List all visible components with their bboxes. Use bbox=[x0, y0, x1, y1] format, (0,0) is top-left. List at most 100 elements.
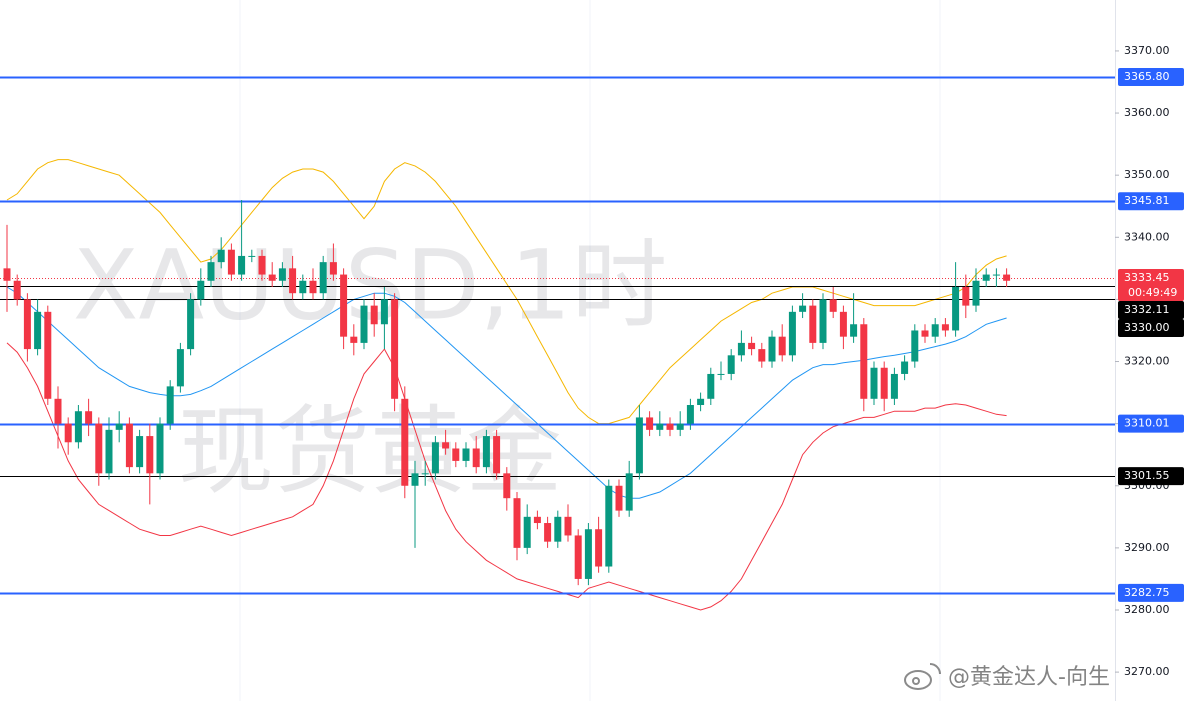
candle-body bbox=[85, 411, 93, 424]
candle-body bbox=[136, 436, 144, 468]
y-tick-label: 3280.00 bbox=[1124, 603, 1170, 616]
candle-body bbox=[278, 268, 286, 281]
bollinger-band bbox=[6, 159, 1007, 425]
candle-body bbox=[982, 274, 990, 281]
candle-body bbox=[676, 423, 684, 430]
candle-body bbox=[1003, 274, 1011, 281]
plot-area bbox=[0, 76, 1115, 611]
candle-body bbox=[931, 324, 939, 337]
candle-body bbox=[248, 255, 256, 257]
candle-body bbox=[972, 280, 980, 306]
candle-body bbox=[513, 498, 521, 548]
symbol-watermark: XAUUSD,1时 bbox=[73, 229, 667, 341]
candle-body bbox=[340, 274, 348, 337]
candle-body bbox=[921, 330, 929, 337]
candle-body bbox=[901, 361, 909, 374]
candle-body bbox=[431, 442, 439, 474]
candle-body bbox=[482, 436, 490, 468]
candle-body bbox=[238, 255, 246, 275]
candle-body bbox=[727, 355, 735, 374]
candle-body bbox=[533, 516, 541, 524]
price-axis: 3270.003280.003290.003300.003310.003320.… bbox=[1115, 44, 1184, 678]
candle-body bbox=[737, 342, 745, 356]
y-tick-label: 3370.00 bbox=[1124, 44, 1170, 57]
candle-body bbox=[788, 311, 796, 356]
candle-body bbox=[646, 417, 654, 430]
price-label: 3333.45 bbox=[1124, 271, 1170, 284]
price-label-box bbox=[1118, 192, 1184, 211]
candle-body bbox=[166, 386, 174, 424]
y-tick-label: 3350.00 bbox=[1124, 168, 1170, 181]
candle-body bbox=[778, 336, 786, 356]
candle-body bbox=[289, 268, 297, 294]
candle-body bbox=[442, 442, 450, 449]
candle-body bbox=[574, 535, 582, 579]
candle-body bbox=[880, 367, 888, 399]
vertical-grid bbox=[239, 0, 941, 701]
candle-body bbox=[401, 398, 409, 486]
candle-body bbox=[421, 473, 429, 475]
candle-body bbox=[329, 262, 337, 275]
candle-body bbox=[809, 305, 817, 343]
candle-body bbox=[819, 299, 827, 343]
candle-body bbox=[125, 423, 133, 468]
price-label-box bbox=[1118, 68, 1184, 87]
candle-body bbox=[452, 448, 460, 461]
candle-body bbox=[962, 286, 970, 306]
candle-body bbox=[564, 516, 572, 536]
weibo-logo bbox=[904, 663, 941, 690]
candle-body bbox=[34, 311, 42, 350]
countdown-label: 00:49:49 bbox=[1128, 286, 1177, 299]
candle-body bbox=[462, 448, 470, 461]
price-label: 3282.75 bbox=[1124, 586, 1170, 599]
candle-body bbox=[595, 529, 603, 567]
candle-body bbox=[156, 423, 164, 474]
y-tick-label: 3320.00 bbox=[1124, 355, 1170, 368]
candle-body bbox=[503, 473, 511, 499]
candle-body bbox=[64, 423, 72, 443]
candle-body bbox=[360, 305, 368, 343]
price-label: 3310.01 bbox=[1124, 417, 1170, 430]
candle-body bbox=[105, 429, 113, 474]
candle-body bbox=[666, 423, 674, 430]
price-label-box bbox=[1118, 467, 1184, 486]
price-label-box bbox=[1118, 318, 1184, 337]
candle-body bbox=[748, 342, 756, 350]
candle-body bbox=[554, 516, 562, 542]
price-label: 3330.00 bbox=[1124, 321, 1170, 334]
candle-body bbox=[829, 299, 837, 312]
candle-body bbox=[635, 417, 643, 474]
candle-body bbox=[370, 305, 378, 325]
y-tick-label: 3340.00 bbox=[1124, 230, 1170, 243]
candle-body bbox=[217, 249, 225, 263]
candle-body bbox=[584, 529, 592, 579]
candle-body bbox=[176, 349, 184, 387]
candle-body bbox=[697, 398, 705, 406]
candle-body bbox=[472, 448, 480, 468]
candle-body bbox=[799, 305, 807, 312]
price-label: 3332.11 bbox=[1124, 303, 1170, 316]
price-label-box bbox=[1118, 300, 1184, 319]
candle-body bbox=[268, 274, 276, 281]
price-label: 3345.81 bbox=[1124, 194, 1170, 207]
candle-body bbox=[44, 311, 52, 399]
candle-body bbox=[350, 336, 358, 343]
candle-body bbox=[870, 367, 878, 399]
source-watermark: @黄金达人-向生 bbox=[948, 665, 1110, 690]
candle-body bbox=[544, 523, 552, 542]
candle-body bbox=[146, 436, 154, 474]
candle-body bbox=[941, 324, 949, 331]
price-label: 3301.55 bbox=[1124, 469, 1170, 482]
candle-body bbox=[850, 324, 858, 337]
candle-body bbox=[758, 349, 766, 362]
candle-body bbox=[992, 274, 1000, 276]
candle-body bbox=[523, 516, 531, 548]
candle-body bbox=[768, 336, 776, 362]
candle-body bbox=[309, 280, 317, 294]
candle-body bbox=[717, 373, 725, 375]
candle-body bbox=[911, 330, 919, 362]
candle-body bbox=[707, 373, 715, 399]
candle-body bbox=[95, 423, 103, 474]
